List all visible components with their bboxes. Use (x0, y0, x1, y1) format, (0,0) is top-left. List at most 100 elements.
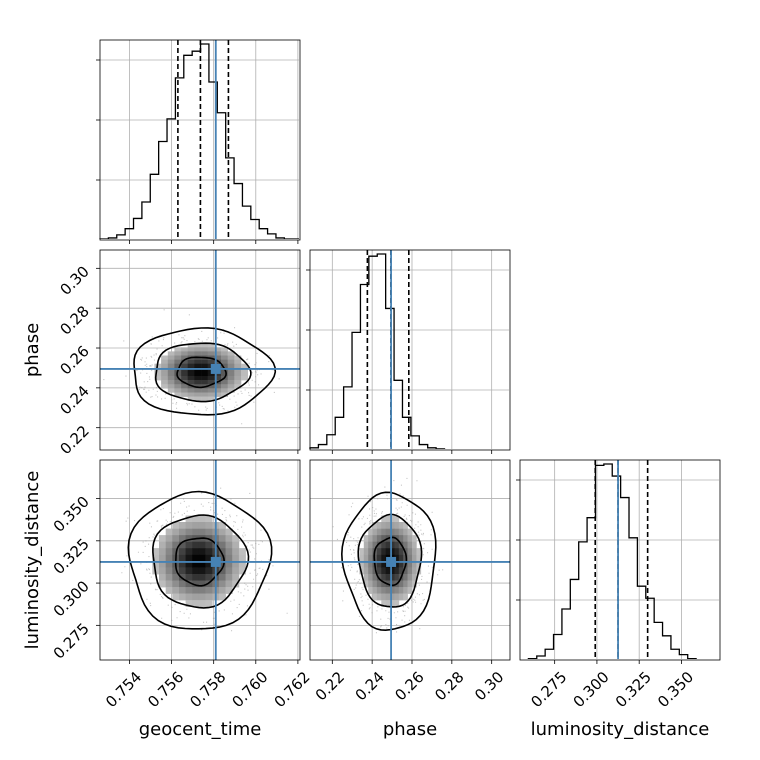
density-cell (398, 528, 404, 536)
density-cell (372, 541, 378, 549)
density-cell (192, 548, 200, 555)
x-tick-label: 0.28 (431, 668, 467, 704)
y-tick-label: 0.24 (56, 382, 92, 418)
x-axis-label-luminosity_distance: luminosity_distance (531, 719, 710, 740)
density-cell (232, 535, 240, 542)
density-cell (381, 600, 386, 607)
density-cell (218, 535, 226, 542)
density-cell (412, 535, 417, 542)
density-cell (201, 392, 209, 397)
density-cell (390, 515, 395, 523)
density-cell (201, 343, 209, 348)
density-cell (390, 548, 395, 555)
density-cell (165, 567, 173, 575)
density-cell (376, 528, 382, 536)
density-cell (227, 351, 235, 356)
density-cell (167, 388, 175, 393)
density-cell (181, 359, 189, 364)
y-tick-label: 0.26 (56, 342, 92, 378)
density-cell (187, 367, 195, 373)
density-cell (198, 528, 206, 536)
density-cell (398, 554, 404, 562)
density-cell (372, 587, 378, 594)
density-cell (198, 593, 206, 601)
density-cell (194, 343, 202, 348)
density-cell (152, 561, 160, 568)
density-cell (227, 380, 235, 385)
truth-marker (386, 556, 397, 567)
density-cell (194, 347, 202, 352)
density-cell (167, 380, 175, 385)
density-cell (398, 535, 404, 542)
density-cell (407, 541, 413, 549)
marginal-panel-luminosity_distance (520, 460, 719, 659)
density-cell (179, 541, 186, 549)
density-cell (218, 541, 226, 549)
density-cell (198, 600, 206, 607)
density-cell (185, 522, 193, 529)
density-cell (376, 522, 382, 529)
density-cell (185, 548, 193, 555)
density-cell (238, 561, 246, 568)
density-cell (185, 561, 193, 568)
density-cell (372, 593, 378, 601)
density-cell (174, 355, 182, 360)
density-cell (207, 376, 215, 381)
density-cell (376, 561, 382, 568)
density-cell (385, 548, 391, 555)
x-tick-label: 0.350 (654, 668, 697, 711)
density-cell (394, 541, 400, 549)
density-cell (398, 580, 404, 588)
density-cell (385, 541, 391, 549)
density-cell (174, 380, 182, 385)
density-cell (221, 347, 228, 352)
density-cell (205, 567, 213, 575)
density-cell (221, 384, 228, 389)
density-cell (403, 580, 408, 588)
density-cell (372, 574, 378, 581)
density-cell (390, 574, 395, 581)
density-cell (363, 574, 369, 581)
density-cell (181, 363, 189, 369)
density-cell (234, 363, 242, 369)
density-cell (179, 522, 186, 529)
y-tick-label: 0.300 (50, 577, 93, 620)
density-cell (167, 384, 175, 389)
density-cell (218, 528, 226, 536)
density-cell (167, 363, 175, 369)
density-cell (154, 367, 162, 373)
density-cell (394, 522, 400, 529)
x-tick-label: 0.325 (612, 668, 655, 711)
density-cell (179, 561, 186, 568)
density-cell (394, 567, 400, 575)
density-cell (179, 528, 186, 536)
density-cell (165, 541, 173, 549)
density-cell (174, 347, 182, 352)
density-cell (407, 554, 413, 562)
density-cell (198, 548, 206, 555)
density-cell (181, 376, 189, 381)
density-cell (207, 396, 215, 401)
density-cell (398, 593, 404, 601)
density-cell (165, 561, 173, 568)
density-cell (194, 351, 202, 356)
density-cell (394, 554, 400, 562)
density-cell (161, 355, 169, 360)
density-cell (179, 567, 186, 575)
contour-2 (133, 327, 277, 416)
density-cell (407, 587, 413, 594)
density-cell (385, 574, 391, 581)
density-cell (232, 580, 240, 588)
y-tick-label: 0.275 (50, 619, 93, 662)
density-cell (161, 359, 169, 364)
density-cell (381, 528, 386, 536)
density-cell (192, 567, 200, 575)
density-cell (154, 376, 162, 381)
density-cell (201, 376, 209, 381)
density-cell (181, 388, 189, 393)
density-cell (214, 371, 222, 377)
density-cell (368, 528, 373, 536)
density-cell (205, 522, 213, 529)
truth-marker (210, 363, 221, 374)
